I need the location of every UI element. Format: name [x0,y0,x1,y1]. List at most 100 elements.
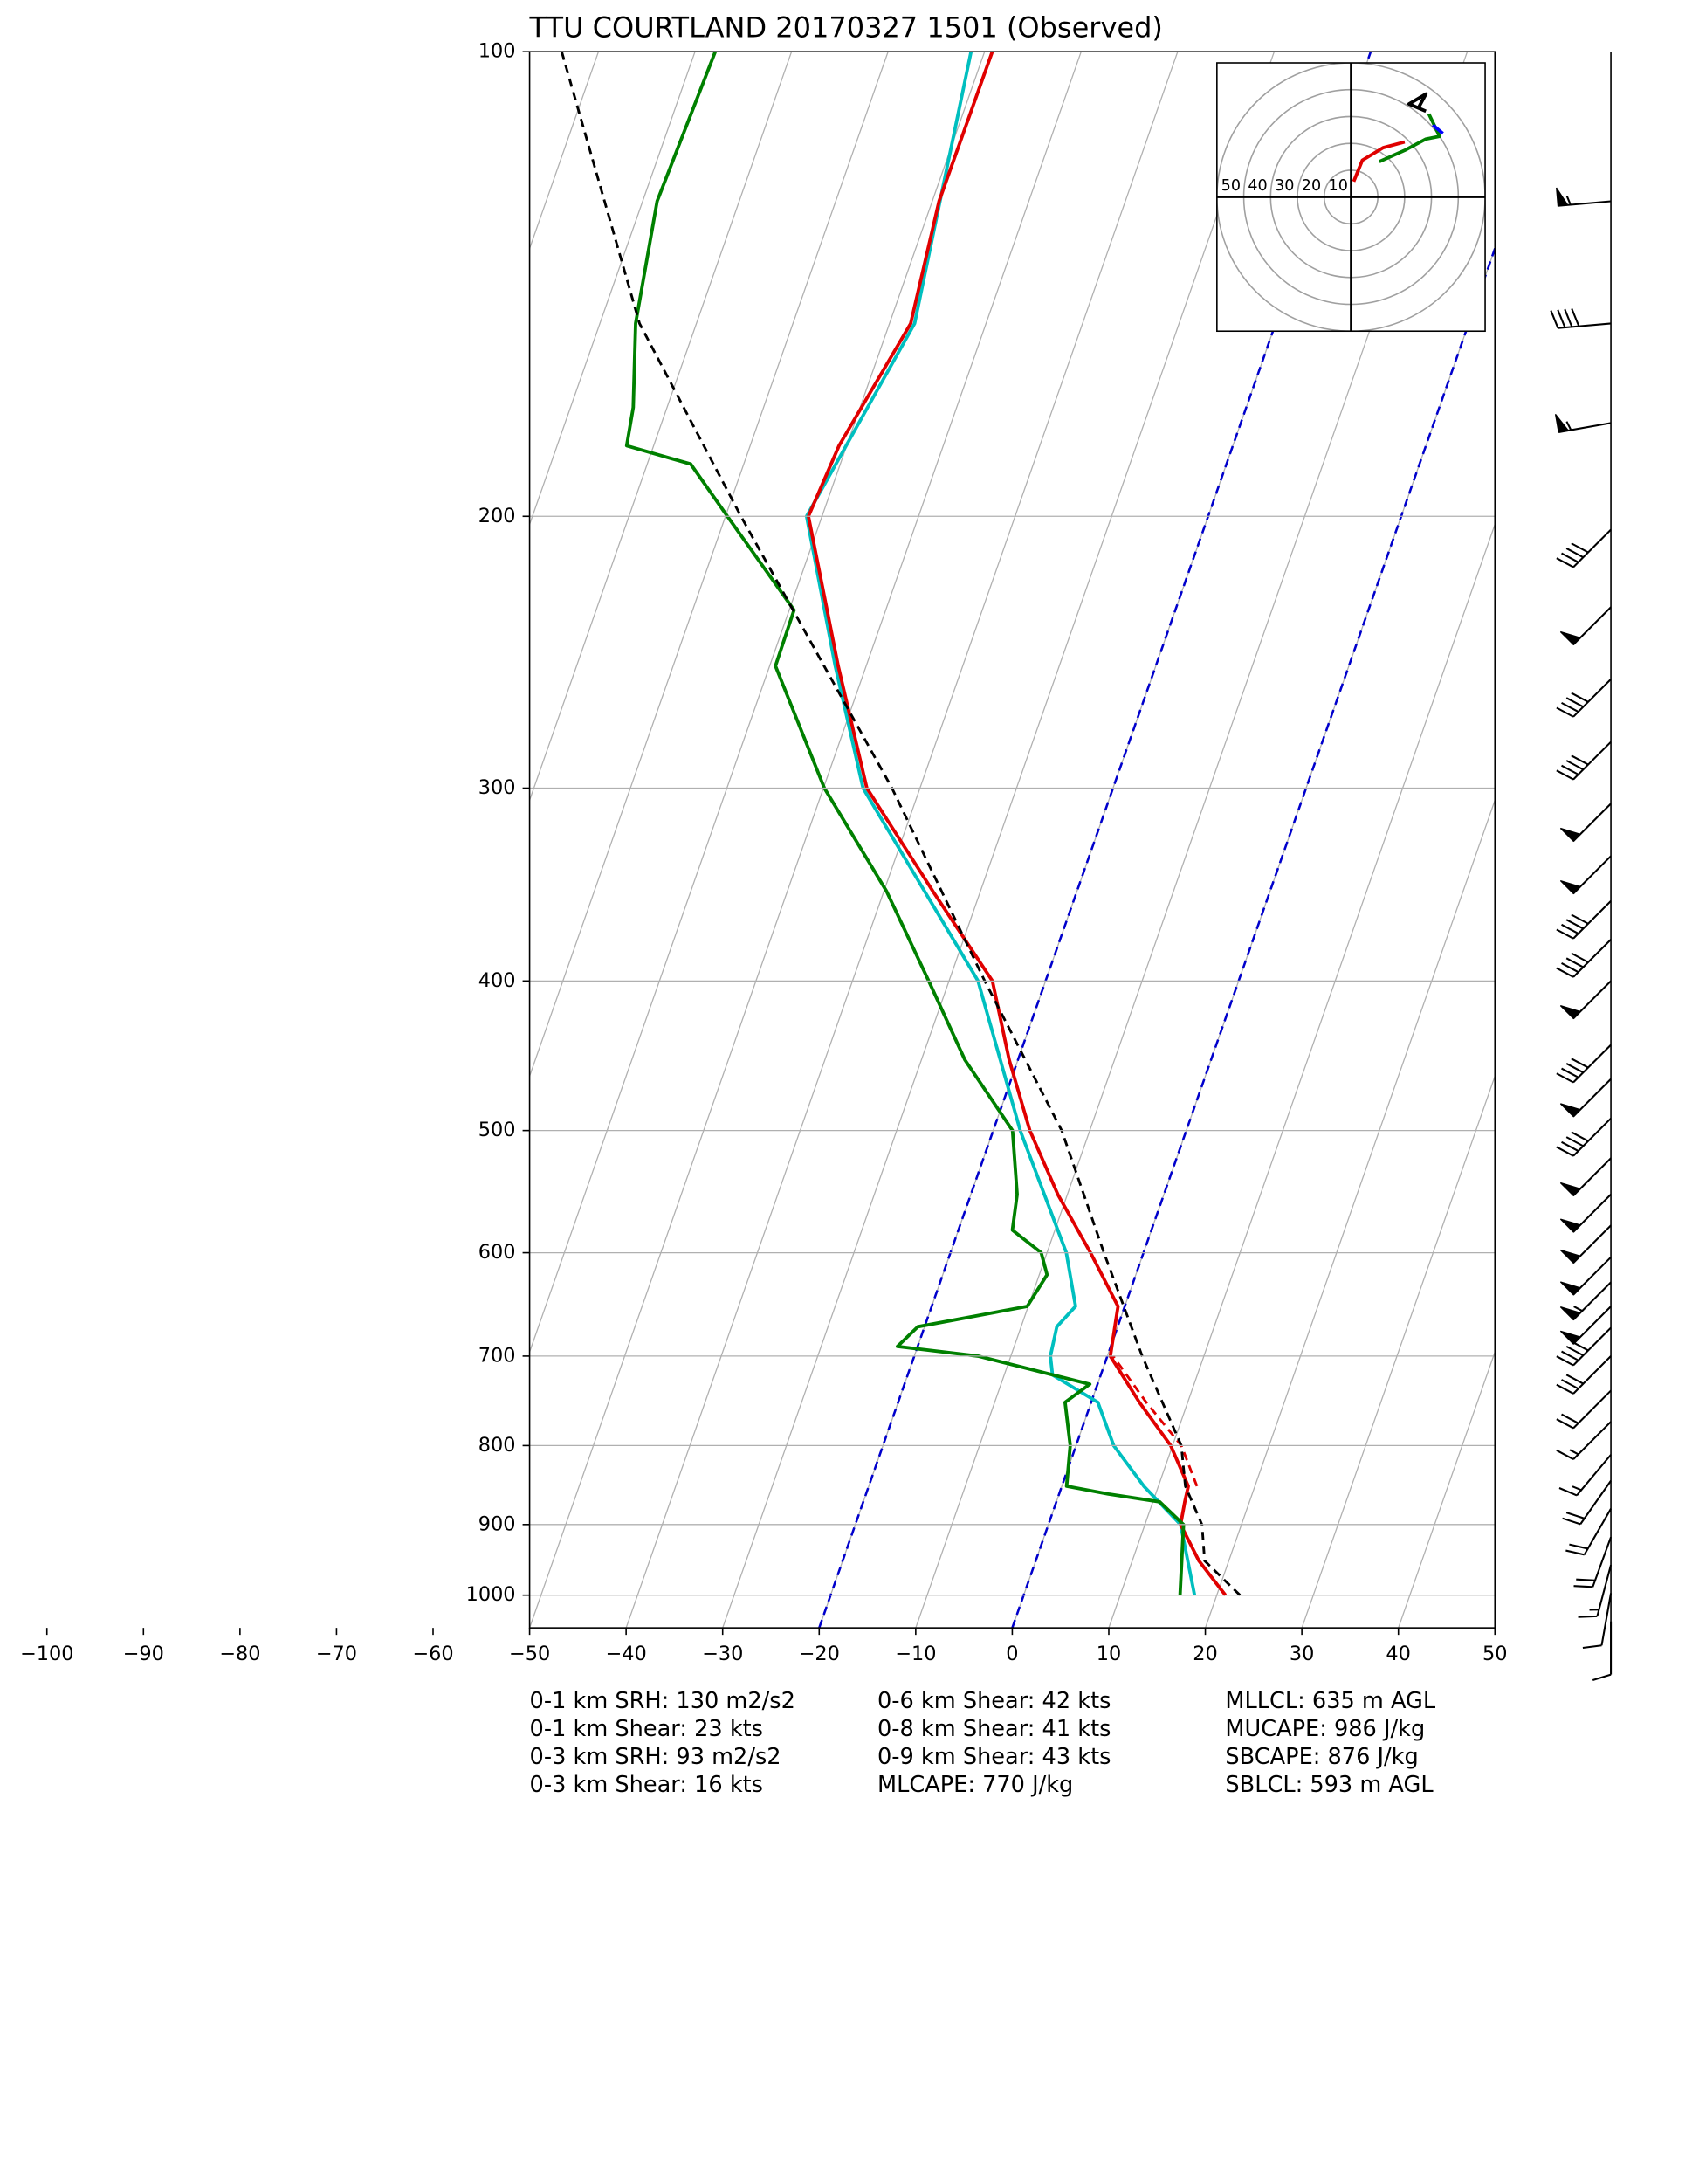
hodograph: 50 40 30 20 10 [1216,63,1486,332]
wind-barb [1559,1224,1612,1264]
isotherm [1108,522,1496,1629]
barb-shaft [1582,1593,1613,1650]
hodograph-frame [1216,62,1486,333]
y-tick-label: 900 [478,1512,516,1535]
wind-barb [1559,855,1612,895]
isotherm [529,52,986,1354]
isotherm [529,52,889,1078]
stat-text: 0-9 km Shear: 43 kts [877,1744,1111,1770]
profile-line [1111,1355,1199,1487]
chart-title: TTU COURTLAND 20170327 1501 (Observed) [529,11,1163,45]
x-tick-label: 50 [1482,1643,1507,1665]
barb-shaft [1556,679,1612,718]
hodograph-ring-label: 20 [1302,177,1321,195]
stat-text: SBLCL: 593 m AGL [1225,1772,1434,1798]
stat-text: MLLCL: 635 m AGL [1225,1688,1435,1714]
barb-flag [1559,1103,1582,1118]
wind-barb [1556,1117,1612,1157]
x-tick-label: −20 [799,1643,840,1665]
wind-barb [1554,414,1612,433]
barb-shaft [1592,1621,1613,1682]
wind-barb [1559,1306,1612,1345]
stat-text: 0-1 km Shear: 23 kts [530,1716,763,1742]
barb-flag [1559,1330,1582,1345]
x-tick-label: −50 [509,1643,550,1665]
plot-frame [528,51,1496,1629]
isotherm [1398,1350,1496,1629]
stat-text: 0-3 km SRH: 93 m2/s2 [530,1744,781,1770]
profile-line [560,52,1242,1596]
isotherm [1301,1074,1496,1629]
stat-text: MUCAPE: 986 J/kg [1225,1716,1425,1742]
isotherm [722,52,1276,1629]
y-tick-label: 600 [478,1241,516,1264]
x-tick-label: −100 [20,1643,74,1665]
y-tick-label: 100 [478,40,516,63]
barb-flag [1559,1182,1582,1197]
barb-shaft [1565,1508,1612,1556]
stat-text: 0-1 km SRH: 130 m2/s2 [530,1688,795,1714]
wind-barb [1559,1194,1612,1233]
profile-line [804,52,1197,1596]
y-tick-label: 1000 [466,1583,516,1606]
barb-flag [1554,414,1570,433]
barb-flag [1559,630,1582,646]
x-tick-label: 20 [1193,1643,1218,1665]
isotherm [529,52,793,803]
barb-shaft [1573,1536,1613,1588]
isotherm [529,52,696,527]
barb-flag [1559,1249,1582,1264]
stat-text: SBCAPE: 876 J/kg [1225,1744,1418,1770]
barb-flag [1556,187,1569,207]
x-tick-label: −90 [123,1643,164,1665]
barb-flag [1559,879,1582,895]
wind-barb [1559,1256,1612,1296]
wind-barb [1582,1593,1613,1650]
wind-barb [1565,1508,1612,1556]
barb-shaft [1556,1117,1612,1157]
x-tick-label: 10 [1097,1643,1122,1665]
wind-barb [1556,1044,1612,1084]
wind-barb [1559,1078,1612,1118]
hodograph-ring-label: 50 [1221,177,1241,195]
x-tick-label: −60 [412,1643,453,1665]
wind-barb [1578,1564,1613,1618]
barb-shaft [1550,308,1612,329]
y-tick-label: 500 [478,1119,516,1141]
hodograph-ring-label: 30 [1275,177,1294,195]
wind-barb [1559,606,1612,646]
x-tick-label: 0 [1006,1643,1018,1665]
x-tick-label: −40 [606,1643,647,1665]
wind-barb [1556,899,1612,940]
wind-barb [1556,1355,1612,1395]
y-tick-label: 200 [478,505,516,527]
stat-text: 0-8 km Shear: 41 kts [877,1716,1111,1742]
barb-flag [1559,1005,1582,1020]
hodograph-ring-label: 10 [1329,177,1348,195]
barb-shaft [1578,1564,1613,1618]
stat-text: MLCAPE: 770 J/kg [877,1772,1073,1798]
barb-flag [1559,1306,1582,1321]
hodograph-trace [1431,123,1444,135]
profile-line [807,52,1228,1596]
profile-line [624,52,1186,1595]
wind-barb [1556,187,1612,207]
x-tick-label: −80 [219,1643,260,1665]
barb-shaft [1556,899,1612,940]
isotherm [1494,1626,1496,1629]
isotherm [529,52,600,251]
wind-barb [1558,1454,1612,1497]
wind-barb [1556,679,1612,718]
wind-barb [1559,803,1612,843]
wind-barb [1556,1326,1612,1367]
y-tick-label: 300 [478,776,516,799]
wind-barb [1559,980,1612,1020]
wind-barb [1592,1621,1613,1682]
stat-text: 0-3 km Shear: 16 kts [530,1772,763,1798]
wind-barb [1556,1421,1612,1460]
barb-shaft [1556,1326,1612,1367]
wind-barb [1556,528,1612,568]
hodograph-trace [1407,92,1428,114]
